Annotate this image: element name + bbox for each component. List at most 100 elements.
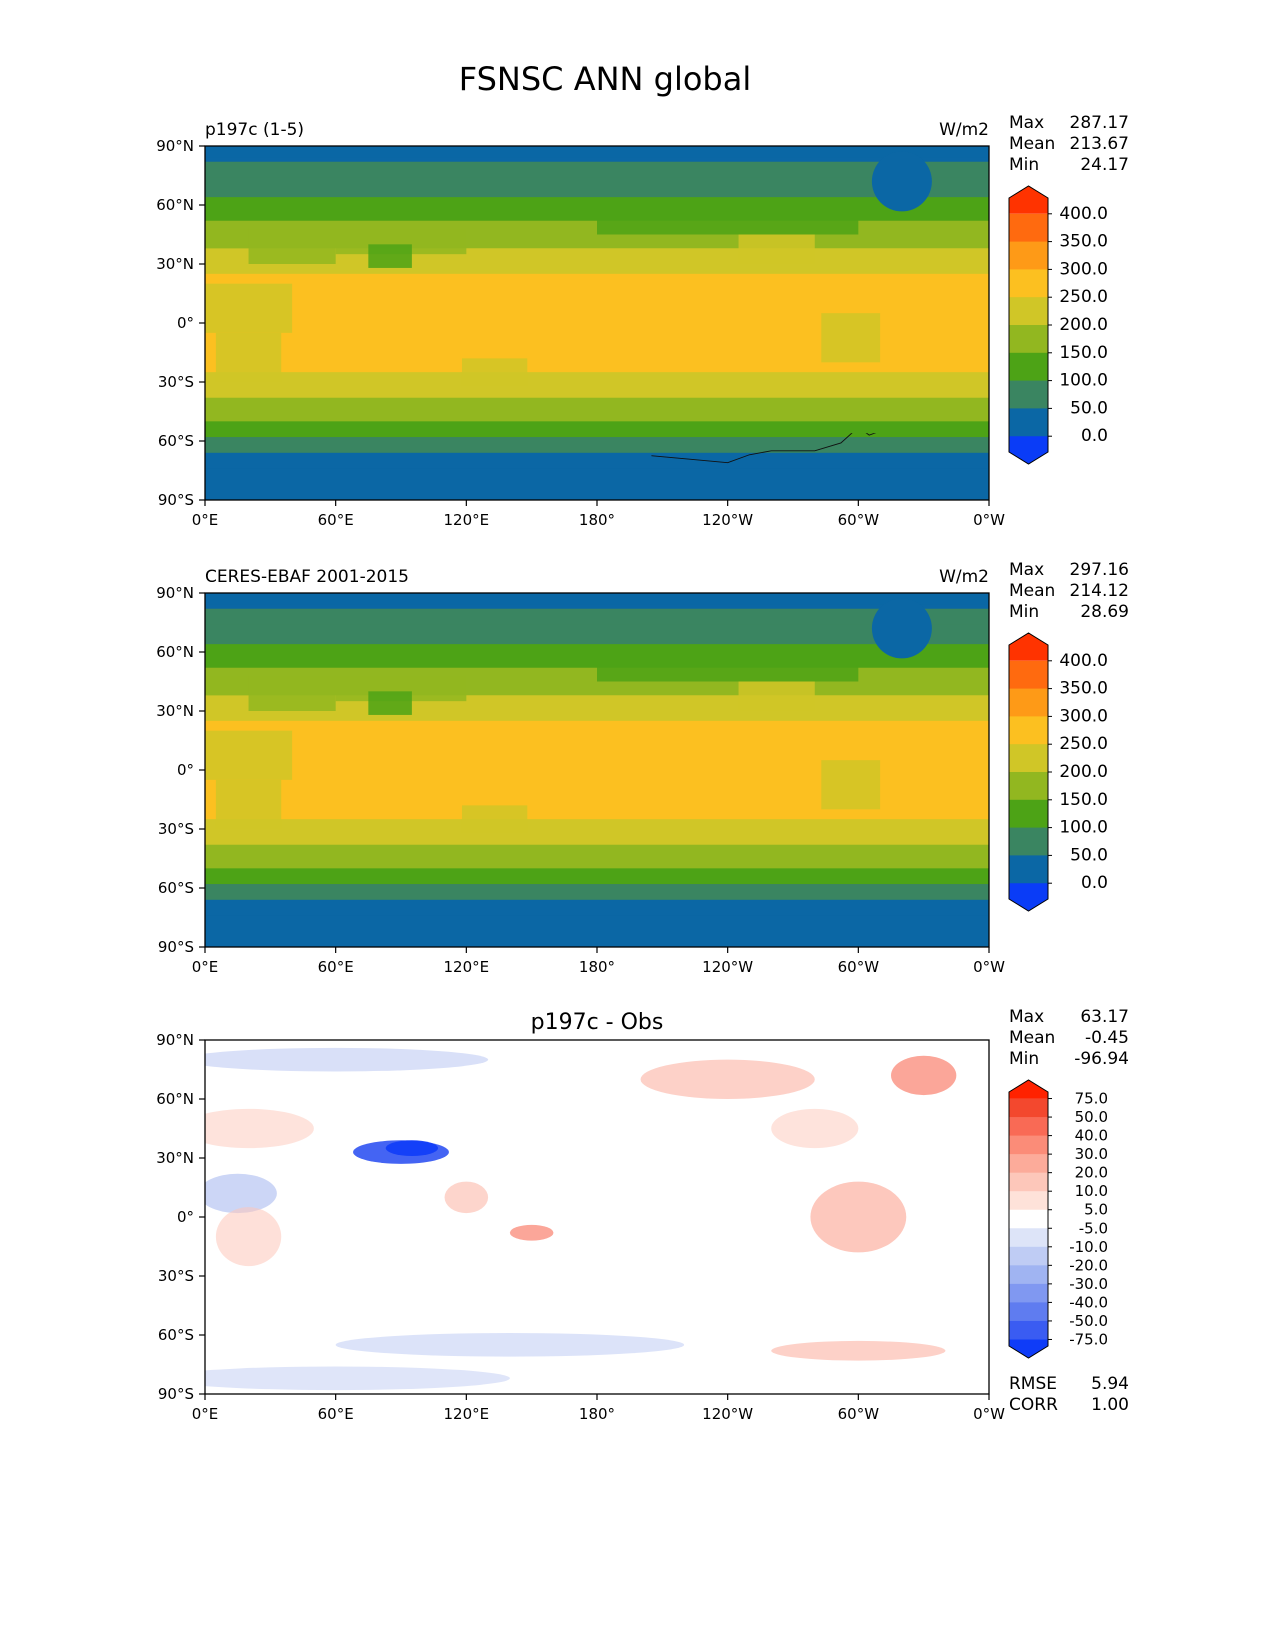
y-tick-label: 0° xyxy=(177,761,194,779)
x-tick-label: 180° xyxy=(579,1405,615,1423)
stat-label: Min xyxy=(1009,1049,1039,1069)
colorbar-label: 150.0 xyxy=(1059,790,1108,810)
y-tick-label: 90°S xyxy=(158,1385,194,1403)
y-tick-label: 30°S xyxy=(158,820,194,838)
colorbar-label: -40.0 xyxy=(1069,1293,1108,1311)
stat-value: 28.69 xyxy=(1080,602,1129,622)
colorbar-label: -20.0 xyxy=(1069,1256,1108,1274)
colorbar-label: 250.0 xyxy=(1059,734,1108,754)
y-tick-label: 0° xyxy=(177,314,194,332)
y-tick-label: 30°N xyxy=(156,702,194,720)
x-tick-label: 120°W xyxy=(702,511,753,529)
colorbar-label: 250.0 xyxy=(1059,287,1108,307)
x-tick-label: 0°W xyxy=(973,511,1005,529)
stat-value: 213.67 xyxy=(1070,134,1129,154)
colorbar-label: 200.0 xyxy=(1059,762,1108,782)
panel-left-title: p197c (1-5) xyxy=(205,120,304,140)
stat-label: Max xyxy=(1009,1007,1044,1027)
x-tick-label: 180° xyxy=(579,958,615,976)
stat-label: Min xyxy=(1009,602,1039,622)
y-tick-label: 30°N xyxy=(156,255,194,273)
x-tick-label: 60°E xyxy=(318,1405,354,1423)
x-tick-label: 60°E xyxy=(318,511,354,529)
stat-value: 24.17 xyxy=(1080,155,1129,175)
colorbar-label: 30.0 xyxy=(1075,1145,1108,1163)
y-tick-label: 60°S xyxy=(158,879,194,897)
colorbar-label: 50.0 xyxy=(1075,1108,1108,1126)
stat-label: Mean xyxy=(1009,581,1055,601)
colorbar-label: 10.0 xyxy=(1075,1182,1108,1200)
panel-units: W/m2 xyxy=(939,567,989,587)
y-tick-label: 90°N xyxy=(156,584,194,602)
x-tick-label: 120°W xyxy=(702,958,753,976)
metric-label: RMSE xyxy=(1009,1374,1057,1394)
colorbar-label: -30.0 xyxy=(1069,1275,1108,1293)
stat-value: -96.94 xyxy=(1074,1049,1129,1069)
colorbar-label: -50.0 xyxy=(1069,1312,1108,1330)
y-tick-label: 60°S xyxy=(158,1326,194,1344)
stat-label: Mean xyxy=(1009,134,1055,154)
stat-value: 287.17 xyxy=(1070,113,1129,133)
field-map xyxy=(205,146,989,500)
field-map xyxy=(205,593,989,947)
y-tick-label: 60°S xyxy=(158,432,194,450)
stat-label: Min xyxy=(1009,155,1039,175)
colorbar-label: 400.0 xyxy=(1059,651,1108,671)
x-tick-label: 0°E xyxy=(192,511,219,529)
colorbar-label: 5.0 xyxy=(1084,1201,1108,1219)
y-tick-label: 60°N xyxy=(156,643,194,661)
colorbar-label: 40.0 xyxy=(1075,1127,1108,1145)
colorbar-label: 0.0 xyxy=(1081,873,1108,893)
x-tick-label: 180° xyxy=(579,511,615,529)
x-tick-label: 60°W xyxy=(838,1405,880,1423)
panel-units: W/m2 xyxy=(939,120,989,140)
colorbar-label: 200.0 xyxy=(1059,315,1108,335)
colorbar: 400.0 350.0 300.0 250.0 200.0 150.0 100.0 50.0 0… xyxy=(1008,632,1108,912)
colorbar-label: 0.0 xyxy=(1081,426,1108,446)
figure-title: FSNSC ANN global xyxy=(459,60,751,98)
x-tick-label: 120°E xyxy=(444,1405,490,1423)
y-tick-label: 30°N xyxy=(156,1149,194,1167)
colorbar-label: 20.0 xyxy=(1075,1164,1108,1182)
x-tick-label: 0°W xyxy=(973,958,1005,976)
panel-center-title: p197c - Obs xyxy=(531,1010,664,1035)
y-tick-label: 90°S xyxy=(158,491,194,509)
x-tick-label: 0°E xyxy=(192,958,219,976)
colorbar: 75.050.040.030.020.010.05.0-5.0-10.0-20.… xyxy=(1008,1079,1108,1359)
colorbar-label: -5.0 xyxy=(1079,1219,1108,1237)
y-tick-label: 90°S xyxy=(158,938,194,956)
metric-value: 5.94 xyxy=(1091,1374,1129,1394)
y-tick-label: 90°N xyxy=(156,1031,194,1049)
panel-left-title: CERES-EBAF 2001-2015 xyxy=(205,567,409,587)
colorbar-label: -75.0 xyxy=(1069,1330,1108,1348)
map-panel-3: 0°E 60°E 120°E 180° 120°W 60°W 0°W 90°N 60°N 30°N… xyxy=(156,1007,1129,1423)
y-tick-label: 0° xyxy=(177,1208,194,1226)
metric-value: 1.00 xyxy=(1091,1395,1129,1415)
stat-value: 297.16 xyxy=(1070,560,1129,580)
x-tick-label: 120°E xyxy=(444,511,490,529)
colorbar-label: 50.0 xyxy=(1070,845,1108,865)
colorbar-label: 100.0 xyxy=(1059,371,1108,391)
x-tick-label: 60°W xyxy=(838,511,880,529)
map-panel-1: 0°E 60°E 120°E 180° 120°W 60°W 0°W 90°N 60°N 30°N… xyxy=(156,113,1129,529)
stat-label: Max xyxy=(1009,560,1044,580)
y-tick-label: 60°N xyxy=(156,196,194,214)
x-tick-label: 60°W xyxy=(838,958,880,976)
map-panel-2: 0°E 60°E 120°E 180° 120°W 60°W 0°W 90°N 60°N 30°N… xyxy=(156,560,1129,976)
y-tick-label: 30°S xyxy=(158,373,194,391)
y-tick-label: 90°N xyxy=(156,137,194,155)
metric-label: CORR xyxy=(1009,1395,1058,1415)
y-tick-label: 30°S xyxy=(158,1267,194,1285)
y-tick-label: 60°N xyxy=(156,1090,194,1108)
colorbar-label: 400.0 xyxy=(1059,204,1108,224)
x-tick-label: 0°E xyxy=(192,1405,219,1423)
field-map xyxy=(205,1040,989,1394)
stat-value: 214.12 xyxy=(1070,581,1129,601)
stat-value: -0.45 xyxy=(1085,1028,1129,1048)
x-tick-label: 0°W xyxy=(973,1405,1005,1423)
colorbar-label: 150.0 xyxy=(1059,343,1108,363)
stat-label: Mean xyxy=(1009,1028,1055,1048)
colorbar-label: -10.0 xyxy=(1069,1238,1108,1256)
stat-value: 63.17 xyxy=(1080,1007,1129,1027)
